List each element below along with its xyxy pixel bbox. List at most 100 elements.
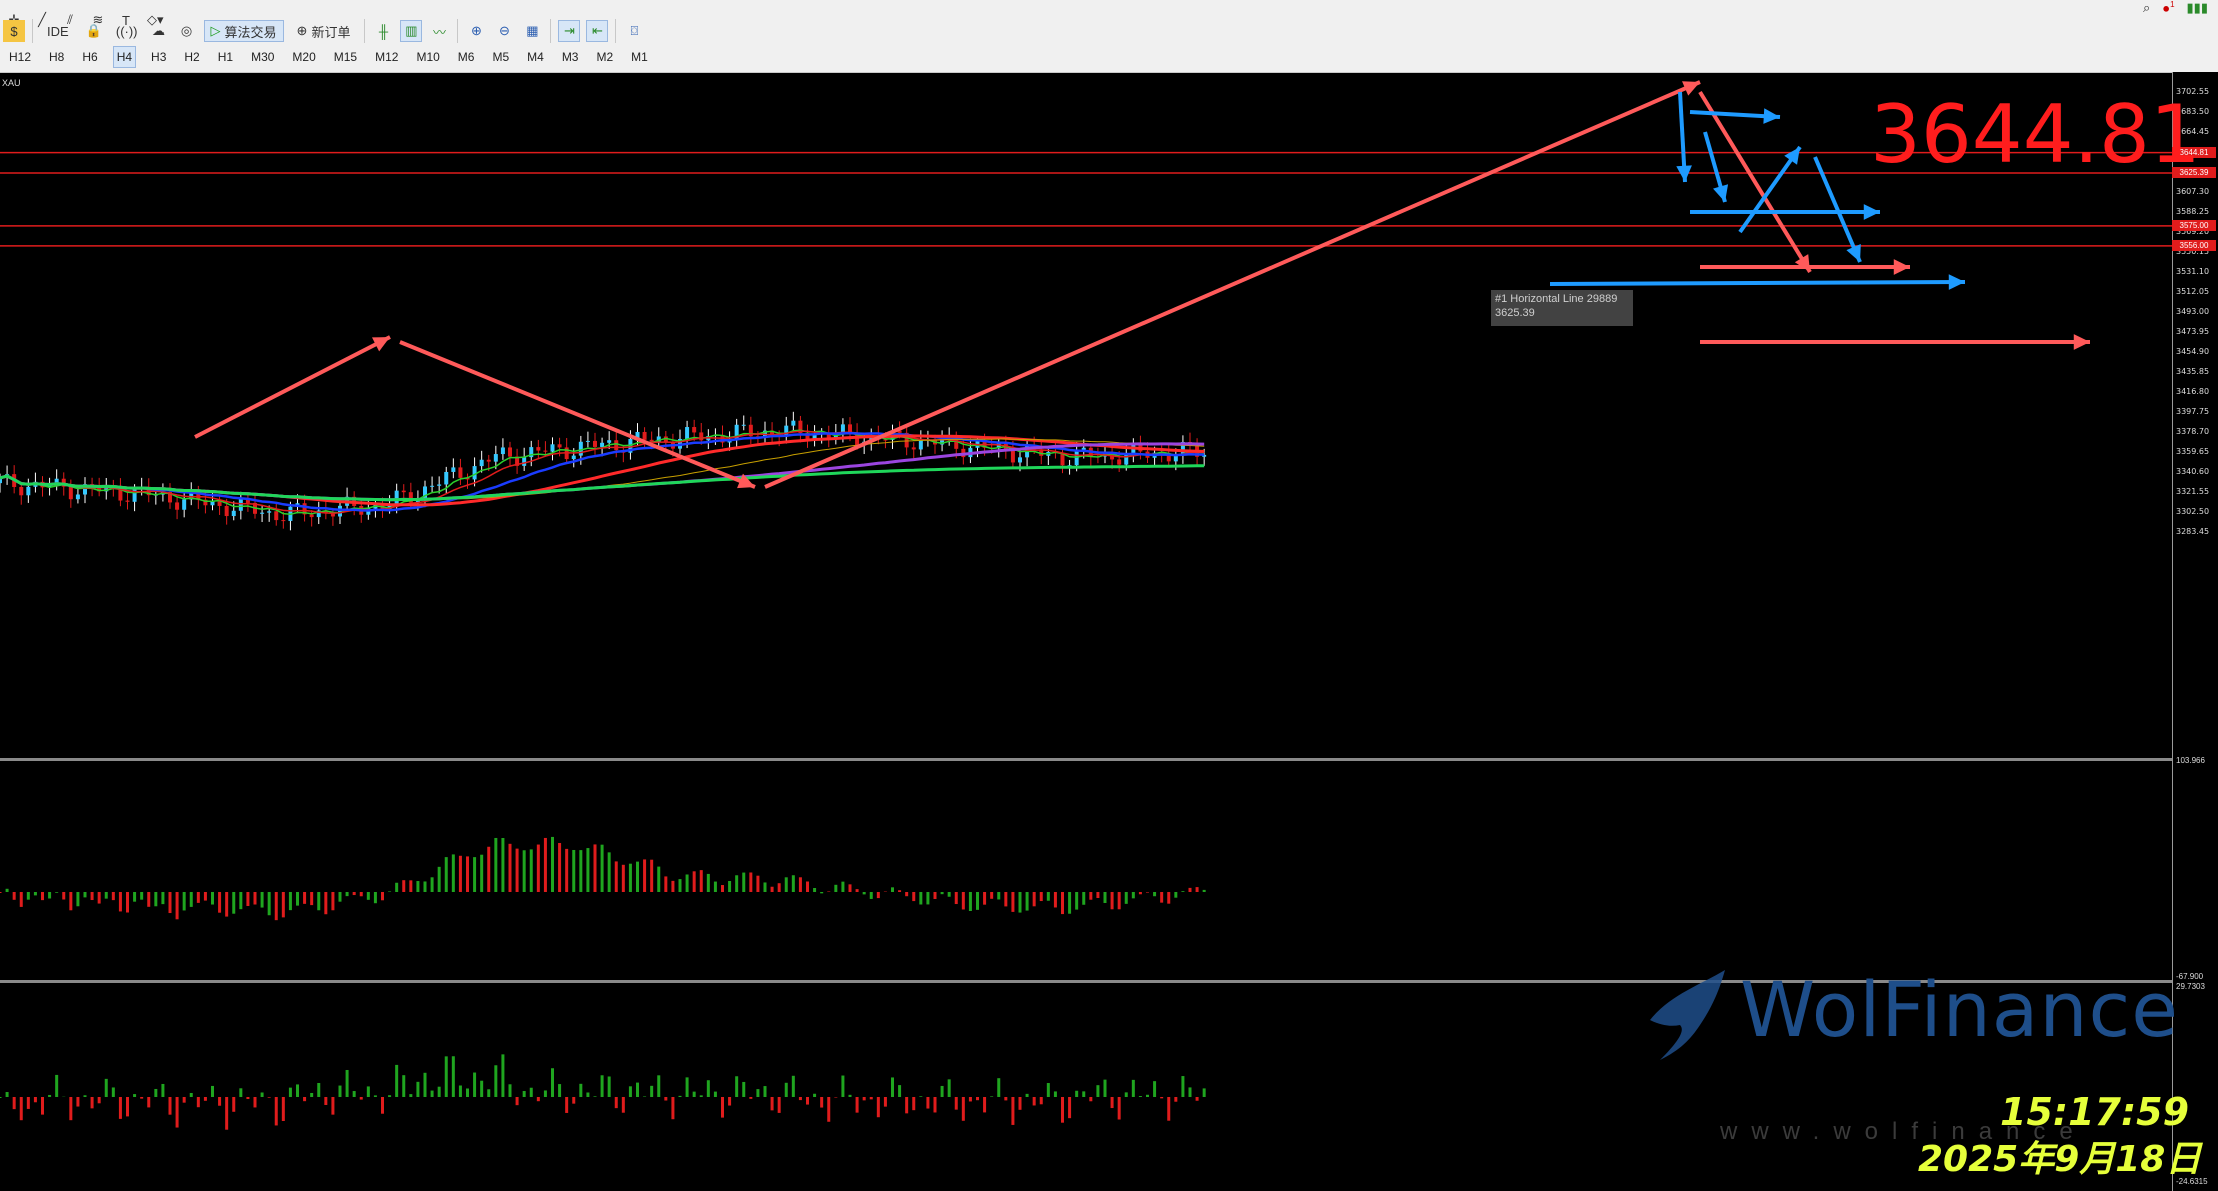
price-axis-label: 3493.00	[2176, 307, 2210, 316]
fibonacci-tool-icon[interactable]: ≋	[92, 12, 104, 27]
grid-icon[interactable]: ▦	[526, 23, 539, 38]
bar-chart-icon[interactable]: ╫	[378, 23, 389, 39]
timeframe-h1[interactable]: H1	[217, 50, 234, 64]
candle-body	[593, 440, 597, 447]
line-tool-icon[interactable]: ╱	[38, 12, 46, 27]
price-axis-label: 3340.60	[2176, 467, 2210, 476]
search-icon[interactable]: ⌕	[2142, 0, 2151, 15]
signal-strength-icon[interactable]: ▮▮▮	[2186, 0, 2208, 15]
timeframe-m6[interactable]: M6	[457, 50, 475, 64]
timeframe-m12[interactable]: M12	[375, 50, 399, 64]
histogram-bar	[451, 854, 455, 892]
timeframe-m10[interactable]: M10	[416, 50, 440, 64]
screenshot-icon[interactable]: ⌼	[630, 23, 639, 38]
price-axis[interactable]	[2172, 72, 2218, 1191]
oscillator-bar	[848, 1094, 852, 1097]
timeframe-m5[interactable]: M5	[492, 50, 510, 64]
globe-icon[interactable]: ◎	[180, 23, 193, 38]
timeframe-m2[interactable]: M2	[596, 50, 614, 64]
candle-body	[578, 441, 583, 456]
oscillator-bar	[628, 1086, 632, 1097]
candle-body	[125, 500, 130, 502]
timeframe-m15[interactable]: M15	[333, 50, 358, 64]
oscillator-bar	[1046, 1083, 1050, 1097]
blue-arrow-down-3-head	[1846, 244, 1861, 262]
timeframe-m20[interactable]: M20	[292, 50, 316, 64]
histogram-bar	[777, 883, 781, 892]
oscillator-bar	[402, 1075, 406, 1097]
signal-icon[interactable]: ((·))	[115, 23, 138, 39]
algo-trading-button[interactable]: ▷ 算法交易	[203, 20, 284, 42]
timeframe-m3[interactable]: M3	[561, 50, 579, 64]
oscillator-bar	[359, 1097, 363, 1100]
chart-shift-icon[interactable]: ⇤	[586, 20, 609, 42]
histogram-bar	[104, 892, 108, 899]
text-tool-icon[interactable]: T	[122, 12, 130, 28]
histogram-bar	[203, 892, 207, 901]
oscillator-bar	[713, 1091, 717, 1097]
histogram-bar	[494, 837, 498, 892]
histogram-bar	[267, 892, 271, 916]
crosshair-icon[interactable]: ✛	[3, 9, 25, 31]
oscillator-bar	[912, 1097, 916, 1111]
shapes-tool-icon[interactable]: ◇▾	[147, 12, 164, 27]
ma-10-line	[0, 430, 1205, 515]
histogram-bar	[813, 888, 817, 892]
oscillator-bar	[161, 1083, 165, 1097]
timeframe-m1[interactable]: M1	[631, 50, 648, 64]
timeframe-h2[interactable]: H2	[184, 50, 200, 64]
timeframe-h6[interactable]: H6	[82, 50, 98, 64]
timeframe-m4[interactable]: M4	[527, 50, 544, 64]
histogram-bar	[1110, 892, 1114, 910]
histogram-bar	[189, 892, 193, 907]
histogram-bar	[876, 892, 880, 899]
histogram-bar	[692, 871, 696, 892]
timeframe-h8[interactable]: H8	[49, 50, 65, 64]
candle-body	[515, 456, 520, 466]
autoscroll-icon[interactable]: ⇥	[558, 20, 581, 42]
price-tag: 3575.00	[2172, 219, 2216, 231]
coin-icon[interactable]: $	[3, 20, 25, 42]
histogram-bar	[798, 877, 802, 892]
oscillator-bar	[444, 1056, 448, 1097]
candle-body	[940, 439, 945, 445]
histogram-bar	[416, 881, 420, 892]
oscillator-bar	[572, 1097, 576, 1104]
histogram-bar	[118, 892, 122, 912]
channel-tool-icon[interactable]: ⫽	[67, 12, 73, 27]
histogram-bar	[721, 885, 724, 892]
timeframe-h3[interactable]: H3	[151, 50, 167, 64]
line-chart-icon[interactable]: 〰	[432, 24, 446, 40]
candle-body	[97, 487, 102, 492]
timeframe-h4[interactable]: H4	[112, 46, 137, 68]
target-arrow-2-head	[2073, 334, 2090, 350]
oscillator-bar	[643, 1096, 647, 1097]
zoom-in-icon[interactable]: ⊕	[471, 23, 482, 38]
oscillator-bar	[1117, 1097, 1121, 1120]
candlestick-chart-icon[interactable]: ▥	[400, 20, 423, 42]
price-axis-label: 3607.30	[2176, 187, 2210, 196]
new-order-button[interactable]: ⊕ 新订单	[290, 20, 358, 42]
chart-area[interactable]: XAU 3702.553683.503664.453645.403626.353…	[0, 72, 2218, 1191]
candle-body	[267, 511, 272, 513]
target-arrow-1-head	[1893, 259, 1910, 275]
candle-body	[855, 432, 860, 446]
chart-canvas[interactable]	[0, 72, 2218, 1191]
histogram-bar	[1117, 892, 1121, 910]
oscillator-bar	[331, 1097, 335, 1115]
lock-icon[interactable]: 🔒	[85, 23, 102, 38]
zoom-out-icon[interactable]: ⊖	[499, 23, 510, 38]
watermark-text: WolFinance	[1740, 965, 2180, 1054]
candle-body	[784, 425, 789, 437]
ide-button[interactable]: IDE	[47, 23, 69, 39]
histogram-bar	[1011, 892, 1015, 912]
cloud-icon[interactable]: ☁	[152, 23, 166, 38]
notification-icon[interactable]: ●1	[2162, 0, 2175, 16]
timeframe-m30[interactable]: M30	[251, 50, 275, 64]
candle-body	[508, 447, 512, 457]
candle-body	[1081, 447, 1086, 452]
price-axis-label: 3683.50	[2176, 107, 2210, 116]
oscillator-bar	[451, 1056, 455, 1097]
candle-body	[883, 439, 888, 441]
timeframe-h12[interactable]: H12	[9, 50, 32, 64]
